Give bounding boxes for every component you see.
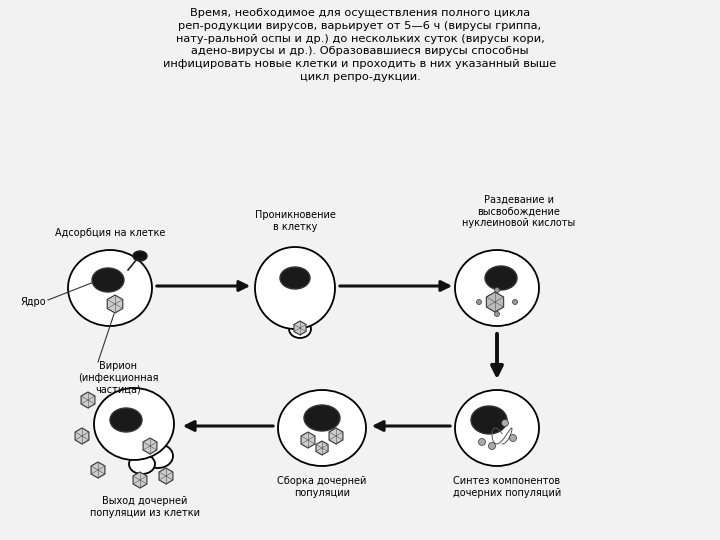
Text: Ядро: Ядро <box>20 297 46 307</box>
Circle shape <box>479 438 485 445</box>
Ellipse shape <box>110 408 142 432</box>
Circle shape <box>513 300 518 305</box>
Polygon shape <box>159 468 173 484</box>
Polygon shape <box>75 428 89 444</box>
Polygon shape <box>316 441 328 455</box>
Ellipse shape <box>92 268 124 292</box>
Polygon shape <box>486 292 504 312</box>
Text: Раздевание и
высвобождение
нуклеиновой кислоты: Раздевание и высвобождение нуклеиновой к… <box>462 195 575 228</box>
Ellipse shape <box>94 388 174 460</box>
Ellipse shape <box>68 250 152 326</box>
Ellipse shape <box>278 390 366 466</box>
Text: Время, необходимое для осуществления полного цикла
реп-родукции вирусов, варьиру: Время, необходимое для осуществления пол… <box>163 8 557 82</box>
Ellipse shape <box>289 320 311 338</box>
Polygon shape <box>301 432 315 448</box>
Polygon shape <box>91 462 105 478</box>
Text: Проникновение
в клетку: Проникновение в клетку <box>255 211 336 232</box>
Text: Сборка дочерней
популяции: Сборка дочерней популяции <box>277 476 366 497</box>
Text: Выход дочерней
популяции из клетки: Выход дочерней популяции из клетки <box>90 496 200 518</box>
Ellipse shape <box>304 405 340 431</box>
Ellipse shape <box>280 267 310 289</box>
Ellipse shape <box>455 250 539 326</box>
Circle shape <box>502 420 508 427</box>
Circle shape <box>510 435 516 442</box>
Ellipse shape <box>143 444 173 468</box>
Ellipse shape <box>485 266 517 290</box>
Polygon shape <box>143 438 157 454</box>
Circle shape <box>495 312 500 316</box>
Text: Вирион
(инфекционная
частица): Вирион (инфекционная частица) <box>78 361 158 394</box>
Polygon shape <box>133 472 147 488</box>
Polygon shape <box>107 295 123 313</box>
Ellipse shape <box>471 406 507 434</box>
Polygon shape <box>329 428 343 444</box>
Ellipse shape <box>129 454 155 474</box>
Text: Синтез компонентов
дочерних популяций: Синтез компонентов дочерних популяций <box>453 476 561 497</box>
Polygon shape <box>294 321 306 335</box>
Ellipse shape <box>455 390 539 466</box>
Circle shape <box>495 287 500 293</box>
Polygon shape <box>81 392 95 408</box>
Ellipse shape <box>133 251 147 261</box>
Text: Адсорбция на клетке: Адсорбция на клетке <box>55 228 165 238</box>
Ellipse shape <box>255 247 335 329</box>
Circle shape <box>477 300 482 305</box>
Circle shape <box>488 442 495 449</box>
